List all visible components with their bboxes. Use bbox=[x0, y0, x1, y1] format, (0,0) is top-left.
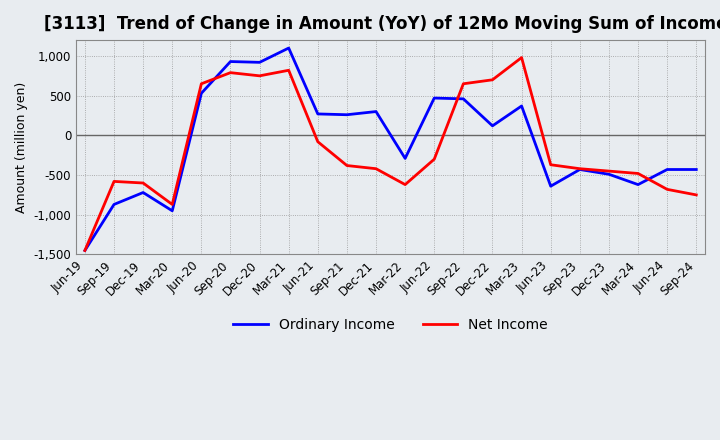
Net Income bbox=[575, 166, 584, 171]
Ordinary Income bbox=[313, 111, 322, 117]
Net Income bbox=[226, 70, 235, 75]
Net Income bbox=[459, 81, 468, 86]
Net Income bbox=[488, 77, 497, 82]
Ordinary Income bbox=[605, 172, 613, 177]
Line: Ordinary Income: Ordinary Income bbox=[85, 48, 696, 250]
Ordinary Income bbox=[401, 156, 410, 161]
Ordinary Income bbox=[692, 167, 701, 172]
Ordinary Income bbox=[517, 103, 526, 109]
Ordinary Income bbox=[284, 45, 293, 51]
Net Income bbox=[546, 162, 555, 167]
Net Income bbox=[605, 169, 613, 174]
Ordinary Income bbox=[109, 202, 118, 207]
Net Income bbox=[197, 81, 206, 86]
Ordinary Income bbox=[459, 96, 468, 102]
Ordinary Income bbox=[226, 59, 235, 64]
Net Income bbox=[430, 157, 438, 162]
Ordinary Income bbox=[372, 109, 380, 114]
Net Income bbox=[663, 187, 672, 192]
Net Income bbox=[256, 73, 264, 78]
Ordinary Income bbox=[256, 60, 264, 65]
Ordinary Income bbox=[575, 167, 584, 172]
Ordinary Income bbox=[430, 95, 438, 101]
Net Income bbox=[139, 180, 148, 186]
Net Income bbox=[81, 248, 89, 253]
Ordinary Income bbox=[197, 91, 206, 96]
Net Income bbox=[692, 192, 701, 198]
Net Income bbox=[372, 166, 380, 171]
Net Income bbox=[284, 68, 293, 73]
Line: Net Income: Net Income bbox=[85, 58, 696, 250]
Ordinary Income bbox=[488, 123, 497, 128]
Title: [3113]  Trend of Change in Amount (YoY) of 12Mo Moving Sum of Incomes: [3113] Trend of Change in Amount (YoY) o… bbox=[44, 15, 720, 33]
Net Income bbox=[168, 202, 176, 207]
Ordinary Income bbox=[663, 167, 672, 172]
Ordinary Income bbox=[634, 182, 642, 187]
Net Income bbox=[517, 55, 526, 60]
Net Income bbox=[343, 163, 351, 168]
Net Income bbox=[634, 171, 642, 176]
Net Income bbox=[401, 182, 410, 187]
Ordinary Income bbox=[168, 208, 176, 213]
Ordinary Income bbox=[546, 183, 555, 189]
Y-axis label: Amount (million yen): Amount (million yen) bbox=[15, 82, 28, 213]
Legend: Ordinary Income, Net Income: Ordinary Income, Net Income bbox=[228, 312, 554, 337]
Net Income bbox=[109, 179, 118, 184]
Ordinary Income bbox=[343, 112, 351, 117]
Ordinary Income bbox=[139, 190, 148, 195]
Net Income bbox=[313, 139, 322, 144]
Ordinary Income bbox=[81, 248, 89, 253]
